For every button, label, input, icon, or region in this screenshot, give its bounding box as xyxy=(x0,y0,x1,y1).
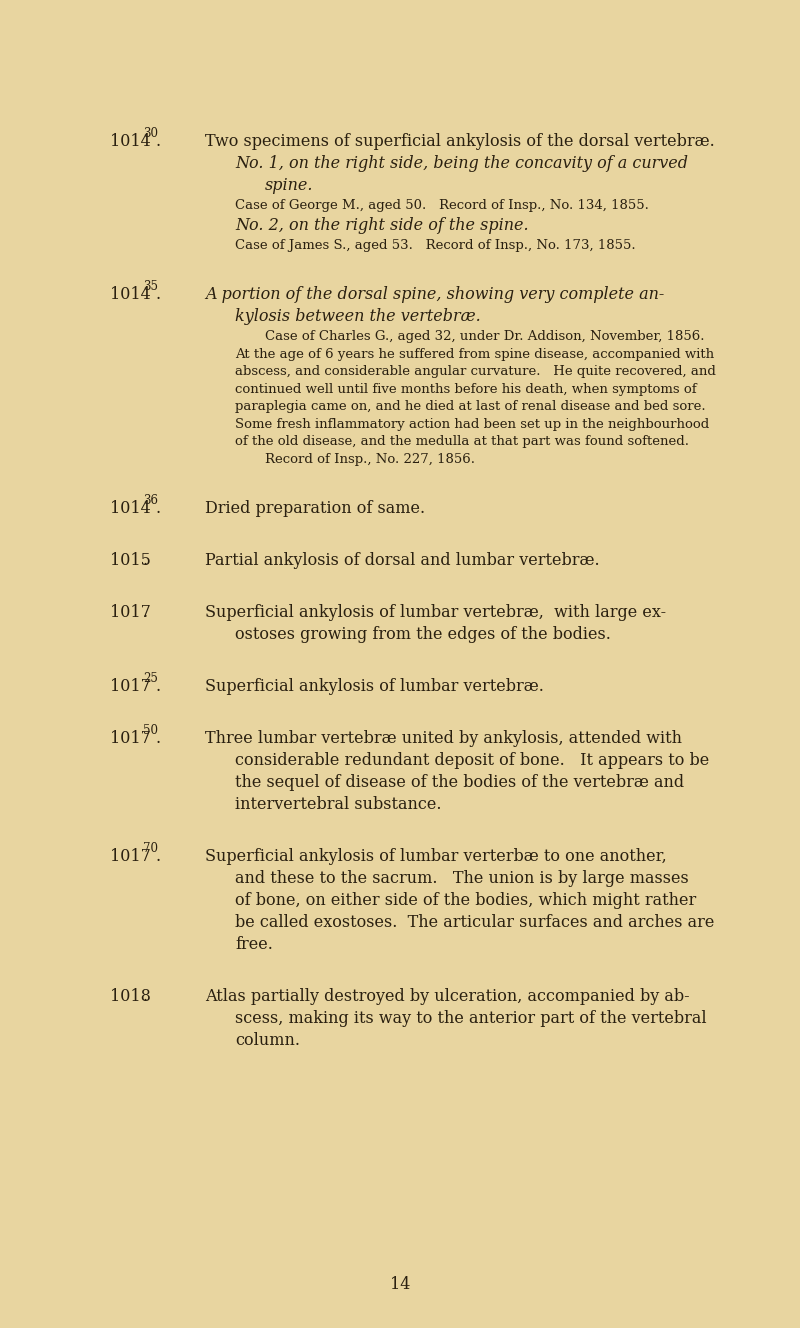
Text: Two specimens of superficial ankylosis of the dorsal vertebræ.: Two specimens of superficial ankylosis o… xyxy=(205,133,714,150)
Text: At the age of 6 years he suffered from spine disease, accompanied with: At the age of 6 years he suffered from s… xyxy=(235,348,714,360)
Text: Dried preparation of same.: Dried preparation of same. xyxy=(205,501,425,517)
Text: Superficial ankylosis of lumbar vertebræ,  with large ex-: Superficial ankylosis of lumbar vertebræ… xyxy=(205,604,666,622)
Text: 1014: 1014 xyxy=(110,133,150,150)
Text: intervertebral substance.: intervertebral substance. xyxy=(235,795,442,813)
Text: abscess, and considerable angular curvature.   He quite recovered, and: abscess, and considerable angular curvat… xyxy=(235,365,716,378)
Text: 35: 35 xyxy=(143,280,158,293)
Text: Three lumbar vertebræ united by ankylosis, attended with: Three lumbar vertebræ united by ankylosi… xyxy=(205,730,682,748)
Text: .: . xyxy=(143,988,148,1005)
Text: 30: 30 xyxy=(143,127,158,139)
Text: 1017: 1017 xyxy=(110,730,151,748)
Text: paraplegia came on, and he died at last of renal disease and bed sore.: paraplegia came on, and he died at last … xyxy=(235,400,706,413)
Text: Case of Charles G., aged 32, under Dr. Addison, November, 1856.: Case of Charles G., aged 32, under Dr. A… xyxy=(265,329,705,343)
Text: .: . xyxy=(156,133,161,150)
Text: ostoses growing from the edges of the bodies.: ostoses growing from the edges of the bo… xyxy=(235,625,611,643)
Text: column.: column. xyxy=(235,1032,300,1049)
Text: and these to the sacrum.   The union is by large masses: and these to the sacrum. The union is by… xyxy=(235,870,689,887)
Text: of the old disease, and the medulla at that part was found softened.: of the old disease, and the medulla at t… xyxy=(235,436,689,448)
Text: .: . xyxy=(156,730,161,748)
Text: free.: free. xyxy=(235,936,273,954)
Text: Atlas partially destroyed by ulceration, accompanied by ab-: Atlas partially destroyed by ulceration,… xyxy=(205,988,690,1005)
Text: 1017: 1017 xyxy=(110,849,151,865)
Text: Some fresh inflammatory action had been set up in the neighbourhood: Some fresh inflammatory action had been … xyxy=(235,417,710,430)
Text: spine.: spine. xyxy=(265,177,314,194)
Text: .: . xyxy=(143,604,148,622)
Text: Case of James S., aged 53.   Record of Insp., No. 173, 1855.: Case of James S., aged 53. Record of Ins… xyxy=(235,239,636,251)
Text: No. 1, on the right side, being the concavity of a curved: No. 1, on the right side, being the conc… xyxy=(235,155,688,173)
Text: Partial ankylosis of dorsal and lumbar vertebræ.: Partial ankylosis of dorsal and lumbar v… xyxy=(205,552,600,568)
Text: .: . xyxy=(156,286,161,303)
Text: .: . xyxy=(156,849,161,865)
Text: 14: 14 xyxy=(390,1276,410,1293)
Text: 25: 25 xyxy=(143,672,158,685)
Text: Superficial ankylosis of lumbar verterbæ to one another,: Superficial ankylosis of lumbar verterbæ… xyxy=(205,849,666,865)
Text: .: . xyxy=(156,679,161,695)
Text: scess, making its way to the anterior part of the vertebral: scess, making its way to the anterior pa… xyxy=(235,1011,706,1027)
Text: Superficial ankylosis of lumbar vertebræ.: Superficial ankylosis of lumbar vertebræ… xyxy=(205,679,544,695)
Text: considerable redundant deposit of bone.   It appears to be: considerable redundant deposit of bone. … xyxy=(235,752,710,769)
Text: of bone, on either side of the bodies, which might rather: of bone, on either side of the bodies, w… xyxy=(235,892,696,908)
Text: 1015: 1015 xyxy=(110,552,151,568)
Text: be called exostoses.  The articular surfaces and arches are: be called exostoses. The articular surfa… xyxy=(235,914,714,931)
Text: 1018: 1018 xyxy=(110,988,151,1005)
Text: kylosis between the vertebræ.: kylosis between the vertebræ. xyxy=(235,308,481,325)
Text: Record of Insp., No. 227, 1856.: Record of Insp., No. 227, 1856. xyxy=(265,453,475,466)
Text: 50: 50 xyxy=(143,724,158,737)
Text: No. 2, on the right side of the spine.: No. 2, on the right side of the spine. xyxy=(235,216,529,234)
Text: the sequel of disease of the bodies of the vertebræ and: the sequel of disease of the bodies of t… xyxy=(235,774,684,791)
Text: 1017: 1017 xyxy=(110,604,151,622)
Text: 1014: 1014 xyxy=(110,286,150,303)
Text: 70: 70 xyxy=(143,842,158,855)
Text: .: . xyxy=(143,552,148,568)
Text: 1014: 1014 xyxy=(110,501,150,517)
Text: Case of George M., aged 50.   Record of Insp., No. 134, 1855.: Case of George M., aged 50. Record of In… xyxy=(235,199,649,212)
Text: A portion of the dorsal spine, showing very complete an-: A portion of the dorsal spine, showing v… xyxy=(205,286,664,303)
Text: 36: 36 xyxy=(143,494,158,507)
Text: 1017: 1017 xyxy=(110,679,151,695)
Text: .: . xyxy=(156,501,161,517)
Text: continued well until five months before his death, when symptoms of: continued well until five months before … xyxy=(235,382,697,396)
